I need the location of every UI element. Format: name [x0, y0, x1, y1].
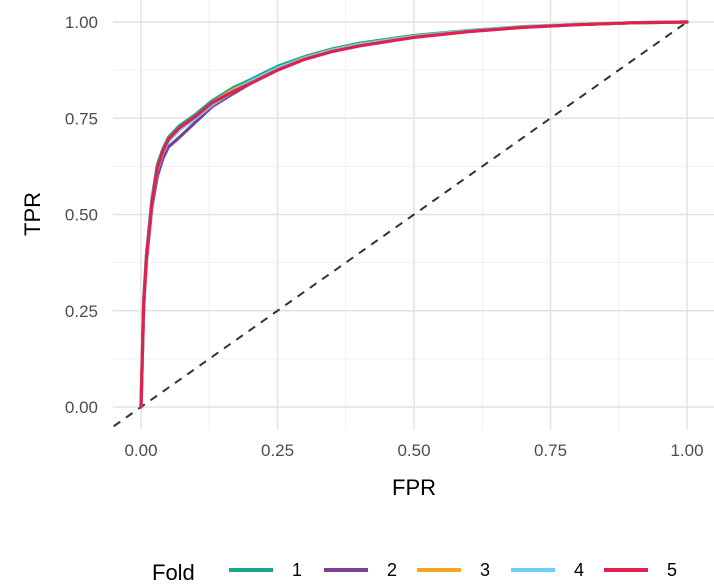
reference-line — [113, 21, 688, 428]
legend-label-fold-3: 3 — [480, 560, 490, 580]
x-tick-label: 1.00 — [670, 441, 703, 460]
legend-label-fold-4: 4 — [574, 560, 584, 580]
legend-title: Fold — [152, 560, 195, 585]
legend-label-fold-2: 2 — [387, 560, 397, 580]
legend-label-fold-5: 5 — [667, 560, 677, 580]
y-tick-label: 0.75 — [65, 109, 98, 128]
y-tick-labels: 0.00 0.25 0.50 0.75 1.00 — [65, 13, 98, 417]
legend: Fold 1 2 3 4 5 — [152, 560, 677, 585]
y-tick-label: 1.00 — [65, 13, 98, 32]
y-tick-label: 0.50 — [65, 206, 98, 225]
y-tick-label: 0.25 — [65, 302, 98, 321]
x-tick-label: 0.00 — [124, 441, 157, 460]
x-tick-labels: 0.00 0.25 0.50 0.75 1.00 — [124, 441, 703, 460]
x-tick-label: 0.50 — [397, 441, 430, 460]
series-group — [139, 20, 689, 409]
y-axis-title: TPR — [20, 192, 45, 236]
x-tick-label: 0.75 — [534, 441, 567, 460]
series-line-fold-5 — [139, 20, 689, 409]
y-tick-label: 0.00 — [65, 398, 98, 417]
legend-label-fold-1: 1 — [292, 560, 302, 580]
reference-line-group — [113, 21, 688, 428]
x-axis-title: FPR — [392, 475, 436, 500]
x-tick-label: 0.25 — [261, 441, 294, 460]
